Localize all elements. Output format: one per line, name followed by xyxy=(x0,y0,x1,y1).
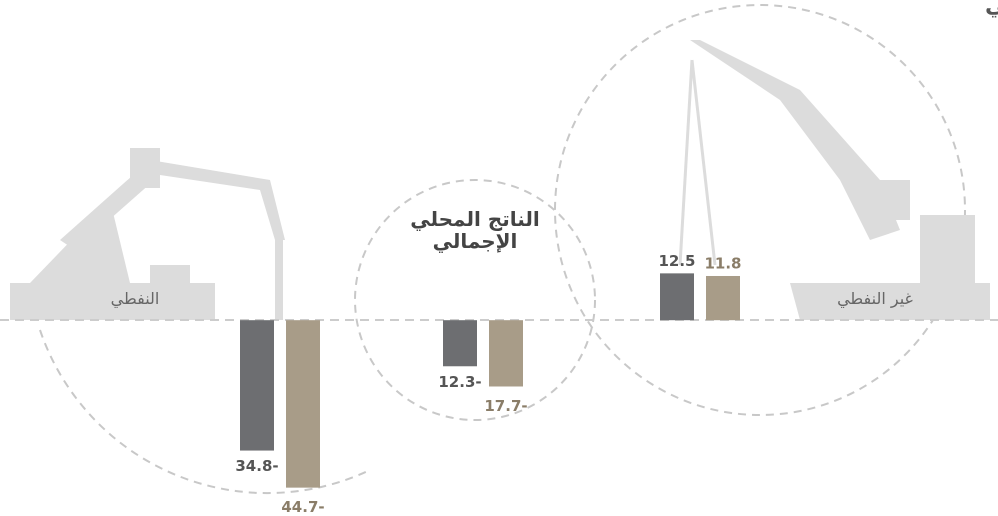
bar xyxy=(489,320,523,386)
value-label: 12.3- xyxy=(438,373,481,391)
category-label: الناتج المحلي الإجمالي xyxy=(395,208,555,252)
value-label: 44.7- xyxy=(281,498,324,516)
category-label: غير النفطي xyxy=(800,290,950,308)
bar xyxy=(706,276,740,320)
chart: الربع الثاني2015 مع الربع الثاني 34.8- 12… xyxy=(0,0,998,516)
value-label: 17.7- xyxy=(484,397,527,415)
category-label: النفطي xyxy=(60,290,210,308)
page: {"chart_data": {"type": "bar", "title": … xyxy=(0,0,998,516)
chart-title: الربع الثاني2015 مع الربع الثاني xyxy=(985,0,998,18)
bar xyxy=(286,320,320,487)
value-label: 12.5 xyxy=(658,252,695,270)
value-label: 11.8 xyxy=(704,254,741,272)
value-label: 34.8- xyxy=(235,457,278,475)
bar xyxy=(443,320,477,366)
decor-arc xyxy=(40,330,370,493)
bar xyxy=(660,273,694,320)
bar xyxy=(240,320,274,450)
